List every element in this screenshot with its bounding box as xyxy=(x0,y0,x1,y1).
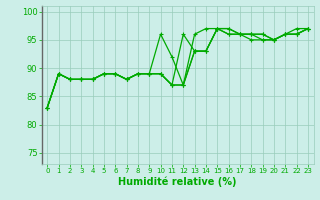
X-axis label: Humidité relative (%): Humidité relative (%) xyxy=(118,177,237,187)
